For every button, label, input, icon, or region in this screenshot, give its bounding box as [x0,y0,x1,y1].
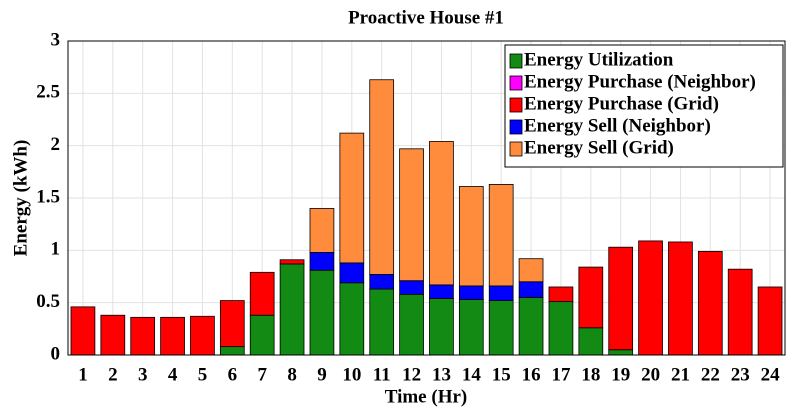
x-tick-label: 1 [78,364,88,385]
x-tick-label: 12 [402,364,421,385]
x-tick-label: 15 [492,364,511,385]
bar-segment [578,327,604,356]
bar-segment [697,250,723,356]
x-tick-label: 21 [671,364,690,385]
y-axis-label: Energy (kWh) [10,140,31,257]
bar-segment [279,263,305,356]
plot-frame [67,40,786,356]
x-tick-label: 16 [522,364,541,385]
bar-segment [249,314,275,356]
x-tick-label: 7 [257,364,267,385]
bar-segment [339,132,365,264]
bar-segment [130,316,156,356]
bar-segment [369,288,395,356]
legend-swatch [509,53,523,69]
bar-segment [279,259,305,265]
x-tick-label: 2 [108,364,118,385]
bar-segment [548,286,574,303]
x-tick-label: 17 [551,364,571,385]
x-tick-label: 9 [317,364,327,385]
bar-segment [249,271,275,316]
x-tick-label: 20 [641,364,660,385]
x-tick-label: 22 [701,364,720,385]
y-tick-label: 1.5 [36,186,60,207]
x-tick-label: 10 [342,364,361,385]
x-axis-label: Time (Hr) [385,386,468,407]
bar-segment [100,314,126,356]
bar-segment [518,281,544,298]
bar-segment [399,280,424,295]
legend-label: Energy Sell (Neighbor) [524,115,711,136]
legend-label: Energy Utilization [524,49,674,70]
x-tick-label: 13 [432,364,451,385]
chart-title: Proactive House #1 [348,7,504,28]
x-tick-label: 4 [168,364,178,385]
legend-label: Energy Purchase (Neighbor) [524,71,756,92]
x-tick-label: 23 [731,364,750,385]
y-tick-label: 1 [51,239,61,260]
x-tick-label: 3 [138,364,148,385]
bar-segment [578,266,604,329]
bar-segment [608,349,634,356]
bar-segment [638,240,663,356]
bar-segment [458,186,484,287]
legend-label: Energy Sell (Grid) [524,137,674,158]
bar-segment [458,285,484,300]
bar-segment [488,285,514,301]
bar-segment [309,208,335,253]
bar-segment [339,262,365,284]
x-tick-label: 8 [287,364,297,385]
legend-swatch [509,97,523,113]
bar-segment [668,241,693,356]
y-tick-label: 0 [51,343,61,364]
y-tick-label: 2.5 [36,82,60,103]
y-tick-label: 0.5 [36,291,60,312]
bar-segment [608,246,634,351]
bar-segment [458,299,484,356]
x-tick-label: 19 [611,364,630,385]
legend-swatch [509,141,523,157]
y-tick-label: 2 [51,134,61,155]
bar-segment [429,141,454,286]
bar-segment [339,282,365,356]
x-tick-label: 11 [373,364,391,385]
bar-segment [488,183,514,287]
bar-segment [399,148,424,282]
bar-segment [369,79,395,275]
bar-segment [518,258,544,283]
bar-segment [727,268,753,356]
bar-segment [518,297,544,356]
x-tick-label: 14 [462,364,482,385]
bar-segment [399,293,424,356]
bar-segment [429,284,454,299]
legend-box [504,44,784,168]
bar-segment [219,346,245,356]
bar-segment [70,306,96,356]
legend-label: Energy Purchase (Grid) [524,93,719,114]
x-tick-label: 6 [228,364,238,385]
x-tick-label: 18 [581,364,600,385]
legend-swatch [509,119,523,135]
y-tick-label: 3 [51,29,61,50]
bar-segment [160,316,185,356]
bar-segment [488,300,514,356]
bar-segment [309,269,335,356]
bar-segment [429,298,454,356]
legend-swatch [509,75,523,91]
bar-segment [309,252,335,271]
bar-segment [219,300,245,348]
x-tick-label: 24 [761,364,781,385]
bar-segment [757,286,783,356]
bar-segment [548,301,574,356]
bar-segment [369,274,395,290]
bar-segment [190,315,215,356]
x-tick-label: 5 [198,364,208,385]
